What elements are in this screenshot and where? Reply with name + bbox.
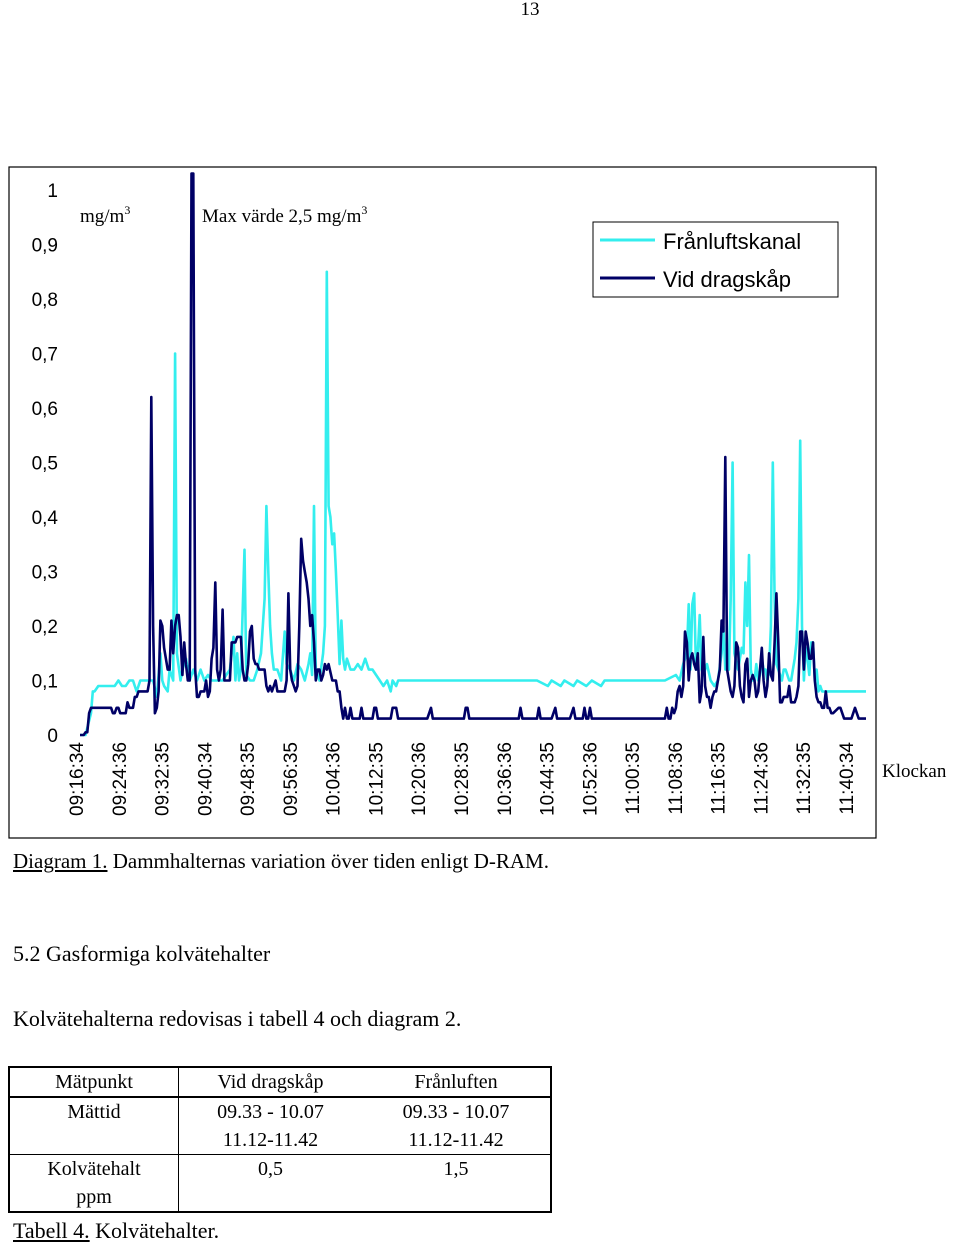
x-tick-label: 10:04:36 [324,742,345,816]
x-tick-label: 11:32:35 [794,742,815,815]
table-row: Kolvätehalt 0,5 1,5 [9,1154,551,1183]
x-tick-label: 11:40:34 [837,742,858,815]
x-tick-label: 09:40:34 [195,742,216,816]
table-cell: Mättid [9,1097,179,1126]
table-cell: 11.12-11.42 [178,1126,362,1155]
x-tick-label: 10:20:36 [409,742,430,816]
table-header-row: Mätpunkt Vid dragskåp Frånluften [9,1067,551,1098]
unit-label: mg/m3 [80,203,130,227]
table-cell: 11.12-11.42 [362,1126,551,1155]
table-cell: 1,5 [443,1158,469,1180]
series-line-vid-dragskap [80,172,866,737]
table-caption-label: Tabell 4. [13,1218,90,1243]
figure-caption: Diagram 1. Dammhalternas variation över … [13,849,549,874]
table-header-cell: Frånluften [362,1067,551,1098]
hydrocarbon-table: Mätpunkt Vid dragskåp Frånluften Mättid … [8,1066,552,1213]
table-header-cell: Vid dragskåp [178,1067,362,1098]
chart-border [8,166,877,839]
x-tick-label: 11:24:36 [751,742,772,815]
table-row: ppm [9,1183,551,1212]
table-header-cell: Mätpunkt [9,1067,179,1098]
table-cell: 09.33 - 10.07 [217,1101,324,1123]
figure-caption-label: Diagram 1. [13,849,108,873]
x-tick-label: 11:08:36 [666,742,687,815]
y-tick-label: 0,8 [32,290,58,311]
table-cell: ppm [9,1183,179,1212]
y-tick-label: 0,7 [32,345,58,366]
table-row: 11.12-11.42 11.12-11.42 [9,1126,551,1155]
y-tick-label: 0,6 [32,399,58,420]
series-layer [80,172,866,737]
x-tick-label: 09:16:34 [67,742,88,816]
y-tick-label: 0 [47,726,58,747]
y-tick-label: 0,2 [32,617,58,638]
x-tick-label: 10:44:35 [538,742,559,816]
dust-concentration-chart: mg/m3 Max värde 2,5 mg/m3 0 0,1 0,2 0,3 0,4 0… [8,166,947,839]
table-cell [9,1126,179,1155]
y-tick-label: 0,3 [32,563,58,584]
x-tick-label: 09:24:36 [110,742,131,816]
chart-svg: mg/m3 Max värde 2,5 mg/m3 00,10,20,30,40… [8,166,947,839]
legend: Frånluftskanal Vid dragskåp [592,221,839,298]
legend-label-franluftskanal: Frånluftskanal [663,229,801,254]
table-cell: 09.33 - 10.07 [402,1101,510,1123]
x-tick-label: 09:48:35 [238,742,259,816]
figure-caption-text: Dammhalternas variation över tiden enlig… [107,849,549,873]
section-heading: 5.2 Gasformiga kolvätehalter [13,941,271,966]
y-tick-label: 0,1 [32,672,58,693]
legend-label-vid-dragskap: Vid dragskåp [663,267,791,292]
table-cell: Kolvätehalt [9,1154,179,1183]
series-line-franluftskanal [80,270,866,737]
table-cell [362,1183,551,1212]
x-tick-label: 10:36:36 [495,742,516,816]
table-row: Mättid 09.33 - 10.07 09.33 - 10.07 [9,1097,551,1126]
x-tick-label: 10:12:35 [366,742,387,816]
page-number: 13 [520,0,540,20]
table-cell [179,1183,363,1212]
x-tick-label: 11:16:35 [709,742,730,815]
y-tick-label: 1 [47,181,58,202]
y-tick-label: 0,9 [32,236,58,257]
x-tick-label: 10:52:36 [580,742,601,816]
table-cell: 0,5 [258,1158,283,1180]
table-caption: Tabell 4. Kolvätehalter. [13,1218,219,1244]
x-tick-label: 09:56:35 [281,742,302,816]
max-value-note: Max värde 2,5 mg/m3 [202,203,367,227]
x-axis-ticks: 09:16:34 09:24:36 09:32:35 09:40:34 09:48:35… [67,742,858,816]
y-tick-label: 0,4 [32,508,59,529]
x-tick-label: 10:28:35 [452,742,473,816]
legend-box [592,221,839,298]
x-tick-label: 11:00:35 [623,742,644,815]
table-caption-text: Kolvätehalter. [89,1218,220,1243]
y-tick-label: 0,5 [32,454,58,475]
y-axis-ticks: 0 0,1 0,2 0,3 0,4 0,5 0,6 0,7 0,8 0,9 1 [32,181,59,747]
body-paragraph: Kolvätehalterna redovisas i tabell 4 och… [13,1006,462,1031]
x-axis-label: Klockan [882,761,947,782]
x-tick-label: 09:32:35 [153,742,174,816]
